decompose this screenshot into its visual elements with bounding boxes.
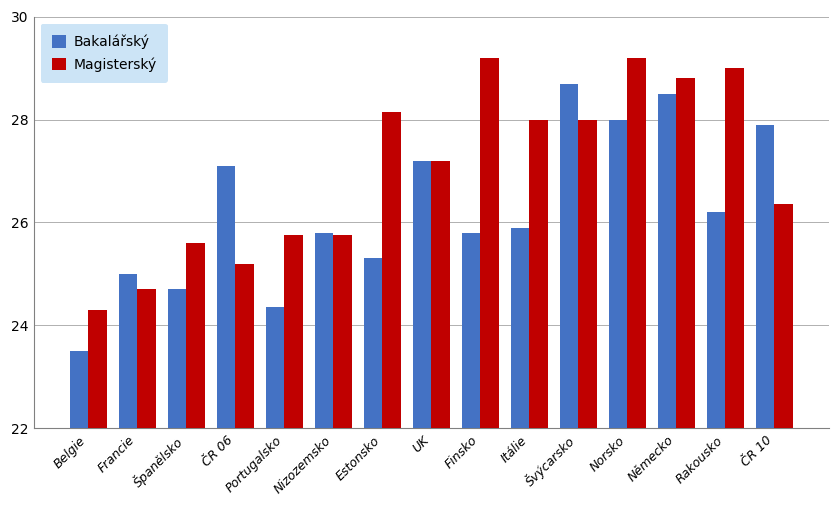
Bar <box>559 84 578 507</box>
Bar <box>168 289 186 507</box>
Bar <box>774 204 793 507</box>
Bar <box>118 274 138 507</box>
Bar <box>235 264 254 507</box>
Bar <box>284 235 303 507</box>
Bar <box>431 161 450 507</box>
Bar <box>725 68 743 507</box>
Bar <box>138 289 156 507</box>
Legend: Bakalářský, Magisterský: Bakalářský, Magisterský <box>40 23 168 83</box>
Bar <box>412 161 431 507</box>
Bar <box>480 58 499 507</box>
Bar <box>88 310 107 507</box>
Bar <box>186 243 205 507</box>
Bar <box>658 94 676 507</box>
Bar <box>627 58 646 507</box>
Bar <box>755 125 774 507</box>
Bar <box>382 112 401 507</box>
Bar <box>529 120 548 507</box>
Bar <box>217 166 235 507</box>
Bar <box>364 259 382 507</box>
Bar <box>511 228 529 507</box>
Bar <box>706 212 725 507</box>
Bar <box>676 79 695 507</box>
Bar <box>462 233 480 507</box>
Bar <box>333 235 352 507</box>
Bar <box>608 120 627 507</box>
Bar <box>70 351 88 507</box>
Bar <box>265 307 284 507</box>
Bar <box>578 120 596 507</box>
Bar <box>315 233 333 507</box>
